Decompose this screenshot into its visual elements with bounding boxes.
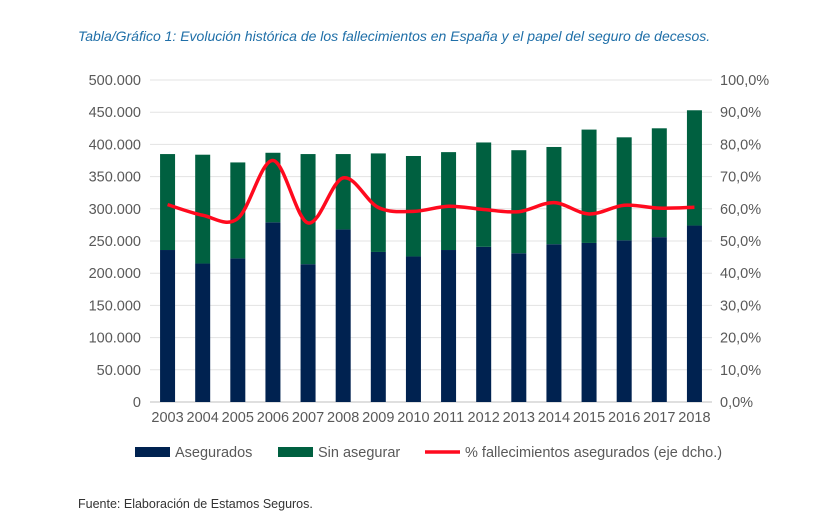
bar-sin-asegurar <box>581 129 597 243</box>
x-tick-label: 2010 <box>397 410 429 426</box>
y-left-tick-label: 200.000 <box>89 266 141 282</box>
y-left-tick-label: 0 <box>133 395 141 411</box>
bar-asegurados <box>581 242 597 402</box>
bar-asegurados <box>405 256 421 402</box>
x-tick-label: 2017 <box>643 410 675 426</box>
bar-sin-asegurar <box>476 142 492 247</box>
bar-sin-asegurar <box>616 137 632 241</box>
bar-sin-asegurar <box>405 155 421 257</box>
chart-title: Tabla/Gráfico 1: Evolución histórica de … <box>78 28 711 44</box>
y-right-tick-label: 70,0% <box>720 170 761 186</box>
bar-asegurados <box>546 244 562 402</box>
x-tick-label: 2003 <box>151 410 183 426</box>
x-tick-label: 2015 <box>573 410 605 426</box>
bar-sin-asegurar <box>300 154 316 265</box>
bar-sin-asegurar <box>335 154 351 230</box>
bar-asegurados <box>651 237 667 402</box>
y-left-tick-label: 250.000 <box>89 234 141 250</box>
bar-sin-asegurar <box>546 146 562 245</box>
bar-sin-asegurar <box>511 150 527 254</box>
bar-asegurados <box>686 225 702 402</box>
bar-sin-asegurar <box>370 153 386 252</box>
y-right-tick-label: 50,0% <box>720 234 761 250</box>
bar-sin-asegurar <box>686 110 702 226</box>
y-right-tick-label: 0,0% <box>720 395 753 411</box>
bar-sin-asegurar <box>160 154 176 251</box>
bar-asegurados <box>265 222 281 402</box>
legend-label: % fallecimientos asegurados (eje dcho.) <box>465 445 722 461</box>
x-tick-label: 2008 <box>327 410 359 426</box>
bar-asegurados <box>230 258 246 402</box>
y-left-tick-label: 350.000 <box>89 170 141 186</box>
y-left-tick-label: 400.000 <box>89 137 141 153</box>
source-note: Fuente: Elaboración de Estamos Seguros. <box>78 497 313 511</box>
x-tick-label: 2014 <box>538 410 570 426</box>
bar-sin-asegurar <box>230 162 246 259</box>
y-right-tick-label: 20,0% <box>720 331 761 347</box>
y-right-tick-label: 10,0% <box>720 363 761 379</box>
line-pct-asegurados <box>167 158 695 225</box>
legend-swatch <box>278 447 313 457</box>
bar-sin-asegurar <box>195 154 211 264</box>
x-tick-label: 2016 <box>608 410 640 426</box>
bar-asegurados <box>300 264 316 402</box>
legend-swatch <box>135 447 170 457</box>
x-tick-label: 2013 <box>503 410 535 426</box>
y-left-tick-label: 150.000 <box>89 298 141 314</box>
bar-sin-asegurar <box>265 152 281 223</box>
y-right-tick-label: 100,0% <box>720 73 769 89</box>
bar-sin-asegurar <box>441 152 457 251</box>
x-tick-label: 2006 <box>257 410 289 426</box>
y-right-tick-label: 30,0% <box>720 298 761 314</box>
y-left-tick-label: 300.000 <box>89 202 141 218</box>
bar-asegurados <box>616 240 632 402</box>
y-left-tick-label: 50.000 <box>97 363 141 379</box>
bar-asegurados <box>335 229 351 402</box>
y-right-tick-label: 60,0% <box>720 202 761 218</box>
bar-asegurados <box>195 263 211 402</box>
x-tick-label: 2005 <box>222 410 254 426</box>
x-tick-label: 2018 <box>678 410 710 426</box>
bar-asegurados <box>511 253 527 402</box>
legend-label: Asegurados <box>175 445 252 461</box>
bar-sin-asegurar <box>651 128 667 238</box>
legend-label: Sin asegurar <box>318 445 400 461</box>
x-tick-label: 2007 <box>292 410 324 426</box>
bar-asegurados <box>370 251 386 402</box>
y-left-tick-label: 100.000 <box>89 331 141 347</box>
y-right-tick-label: 90,0% <box>720 105 761 121</box>
y-right-tick-label: 40,0% <box>720 266 761 282</box>
y-left-tick-label: 450.000 <box>89 105 141 121</box>
bar-asegurados <box>476 246 492 402</box>
x-tick-label: 2004 <box>187 410 219 426</box>
bar-asegurados <box>160 250 176 402</box>
y-right-tick-label: 80,0% <box>720 137 761 153</box>
x-tick-label: 2012 <box>468 410 500 426</box>
y-left-tick-label: 500.000 <box>89 73 141 89</box>
bar-asegurados <box>441 250 457 402</box>
x-tick-label: 2009 <box>362 410 394 426</box>
x-tick-label: 2011 <box>433 410 464 426</box>
